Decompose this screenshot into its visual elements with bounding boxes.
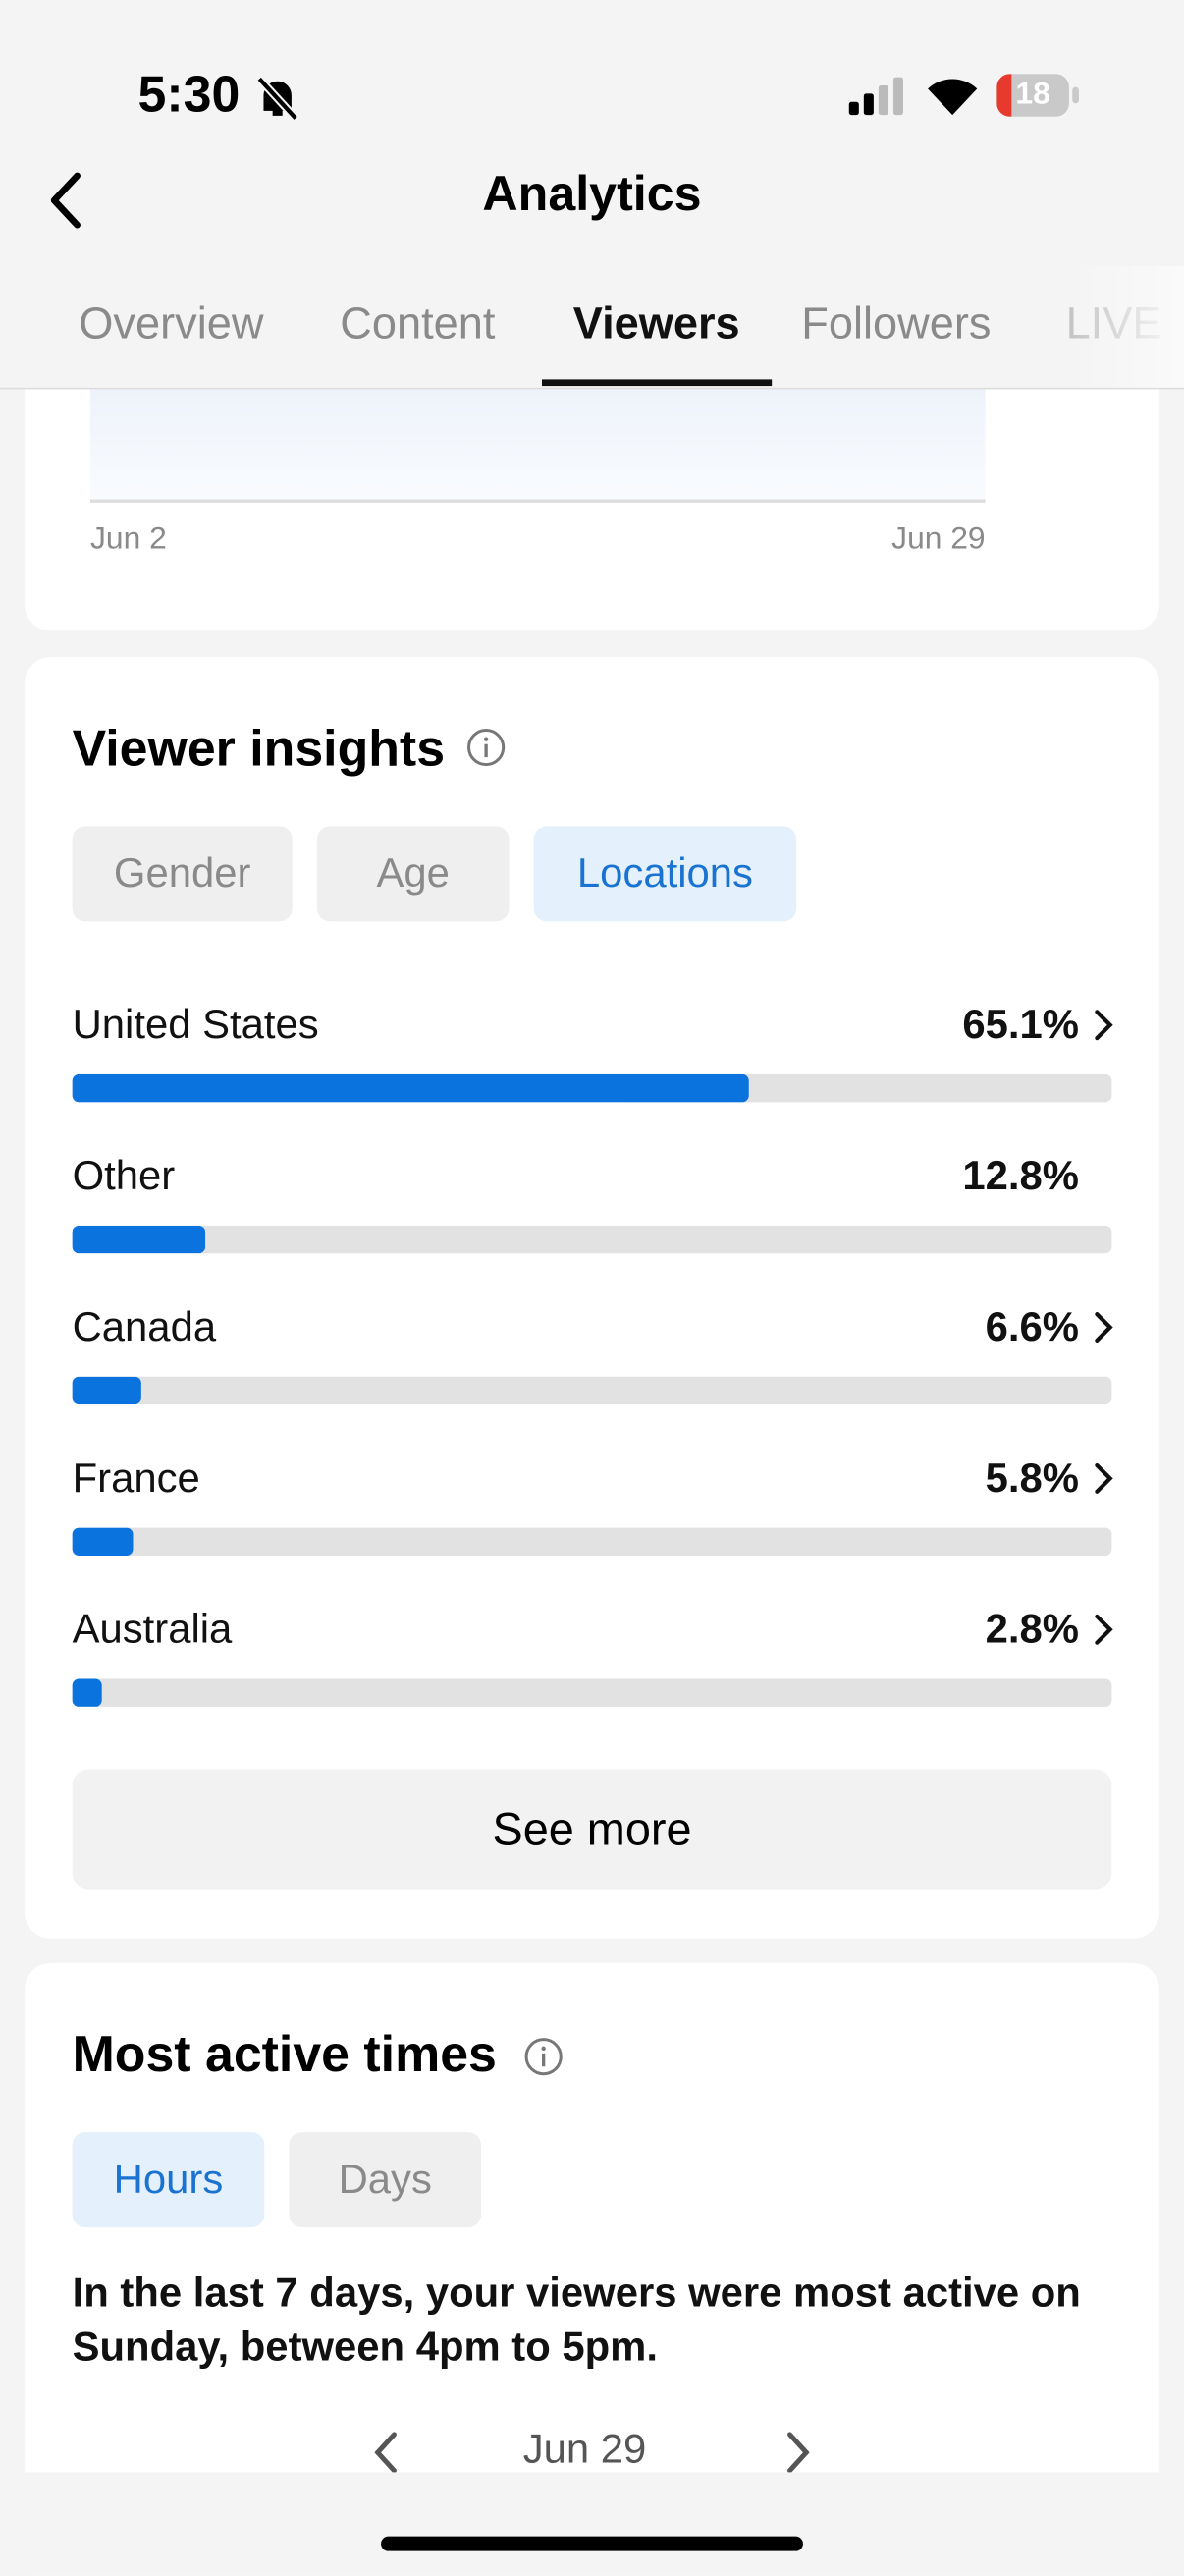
- chart-card: Jun 2 Jun 29: [25, 360, 1159, 631]
- section-title: Viewer insights: [72, 719, 446, 778]
- viewer-insights-card: Viewer insights See more Gender Age Locati…: [25, 657, 1159, 1939]
- location-name: United States: [72, 1002, 319, 1049]
- battery: 18: [996, 74, 1069, 117]
- bar-track: [72, 1225, 1112, 1254]
- location-name: France: [72, 1454, 200, 1502]
- tab[interactable]: Viewers: [572, 299, 740, 349]
- bar: [72, 1073, 749, 1103]
- x-label: Jun 29: [891, 521, 986, 558]
- tab[interactable]: Content: [340, 299, 496, 349]
- bar-track: [72, 1376, 1112, 1405]
- location-percent: 5.8%: [985, 1454, 1079, 1502]
- tab[interactable]: Followers: [801, 299, 992, 349]
- chevron[interactable]: [1092, 1309, 1114, 1345]
- filter-chip[interactable]: Gender: [72, 826, 293, 922]
- chevron[interactable]: [1092, 1460, 1114, 1497]
- back-button[interactable]: [42, 171, 91, 230]
- bottom-bar: [0, 2472, 1184, 2576]
- home-indicator: [381, 2536, 803, 2551]
- chevron[interactable]: [1092, 1007, 1114, 1043]
- bar: [72, 1225, 206, 1254]
- location-percent: 6.6%: [985, 1304, 1079, 1350]
- bar-track: [72, 1073, 1112, 1103]
- bar-track: [72, 1678, 1112, 1707]
- bar: [72, 1678, 102, 1707]
- signal-icon: [848, 77, 903, 116]
- section-title: Most active times: [72, 2025, 497, 2083]
- tab-bar: OverviewContentViewersFollowersLIVE: [0, 265, 1184, 390]
- info-icon[interactable]: [524, 2037, 564, 2076]
- location-percent: 65.1%: [962, 1002, 1079, 1049]
- info-icon[interactable]: [466, 728, 506, 767]
- tab-background: [0, 265, 1184, 388]
- status-time: 5:30: [137, 65, 241, 124]
- filter-chip[interactable]: Hours: [72, 2132, 265, 2228]
- filter-chip[interactable]: Locations: [533, 826, 797, 922]
- location-name: Canada: [72, 1304, 217, 1350]
- prev-button[interactable]: [369, 2428, 402, 2477]
- see-more-button[interactable]: See more: [72, 1769, 1112, 1890]
- tab-fade: [1067, 265, 1184, 388]
- mute-icon: [256, 76, 299, 122]
- wifi-icon: [928, 79, 978, 116]
- chart-area: [89, 389, 986, 502]
- page-title: Analytics: [482, 167, 702, 222]
- x-axis: [89, 499, 986, 503]
- location-name: Other: [72, 1153, 176, 1200]
- tab-underline: [541, 379, 773, 387]
- battery-level: 18: [1015, 77, 1050, 112]
- location-name: Australia: [72, 1606, 233, 1653]
- bar: [72, 1376, 141, 1405]
- filter-chip[interactable]: Age: [316, 826, 510, 922]
- x-label: Jun 2: [89, 521, 167, 558]
- filter-chip[interactable]: Days: [289, 2132, 482, 2228]
- next-button[interactable]: [781, 2428, 814, 2477]
- location-percent: 12.8%: [962, 1153, 1079, 1200]
- tab[interactable]: Overview: [79, 299, 264, 349]
- battery-tip: [1072, 86, 1079, 104]
- bar: [72, 1527, 133, 1557]
- chevron[interactable]: [1092, 1612, 1114, 1648]
- summary-text: In the last 7 days, your viewers were mo…: [72, 2270, 1081, 2371]
- bar-track: [72, 1527, 1112, 1557]
- date-label: Jun 29: [522, 2426, 647, 2473]
- location-percent: 2.8%: [985, 1606, 1079, 1653]
